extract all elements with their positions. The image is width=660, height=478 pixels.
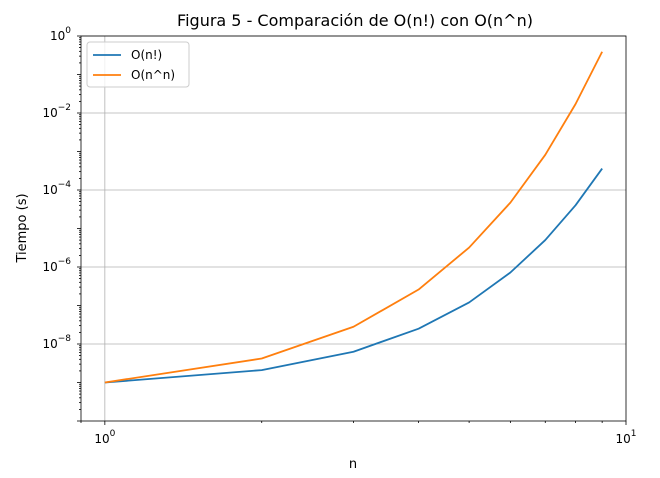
x-axis-label: n: [349, 457, 357, 472]
ticks: 10−8 10−6 10−4 10−2 100 100 101: [42, 26, 636, 446]
y-tick-label: 10−8: [42, 334, 71, 351]
chart-title: Figura 5 - Comparación de O(n!) con O(n^…: [177, 11, 533, 30]
plot-frame: [80, 35, 627, 422]
legend-label: O(n^n): [131, 68, 175, 82]
y-axis-label: Tiempo (s): [15, 193, 30, 263]
y-tick-label: 10−2: [42, 103, 71, 120]
series-line: [104, 168, 603, 384]
grid: [81, 35, 626, 421]
series-line: [104, 51, 603, 384]
legend-label: O(n!): [131, 48, 162, 62]
series-lines: [104, 51, 603, 384]
legend: O(n!) O(n^n): [86, 41, 190, 88]
y-tick-label: 10−6: [42, 257, 71, 274]
x-tick-label: 101: [615, 429, 636, 446]
y-tick-label: 100: [50, 26, 71, 43]
x-tick-label: 100: [94, 429, 115, 446]
y-tick-label: 10−4: [42, 180, 71, 197]
